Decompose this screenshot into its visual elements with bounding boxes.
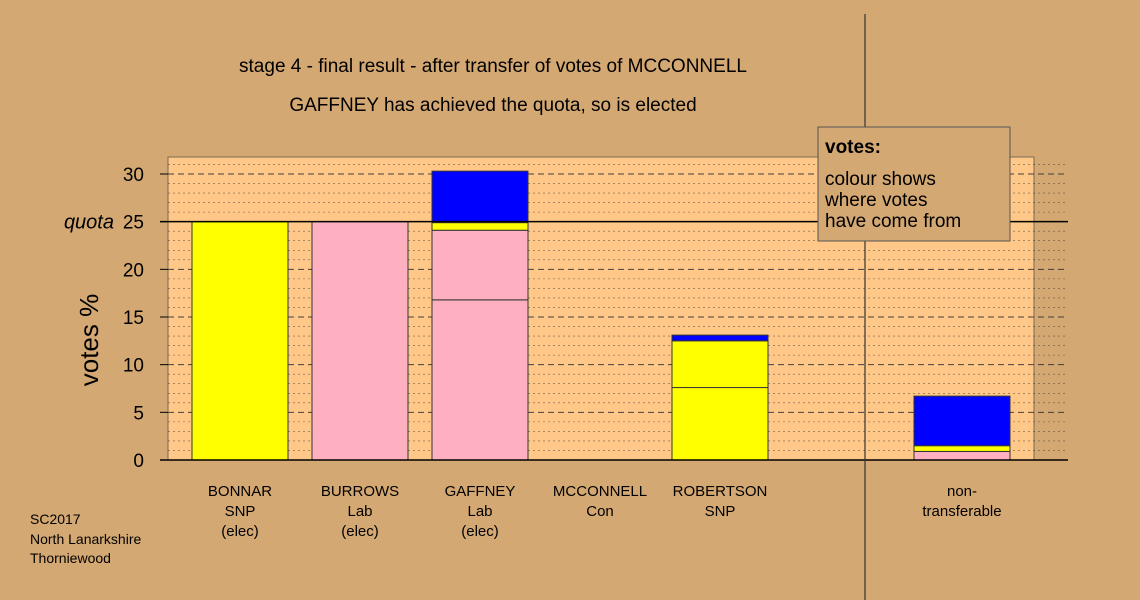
y-axis: 0 5 10 15 20 25 30 xyxy=(123,165,1068,472)
bar-segment-2-3 xyxy=(431,170,529,224)
category-label-0-2: (elec) xyxy=(221,523,259,540)
y-tick-label: 15 xyxy=(123,308,144,329)
category-label-4-0: ROBERTSON xyxy=(673,483,768,500)
bar-segment-4-1 xyxy=(671,340,769,389)
legend-line-2: where votes xyxy=(824,190,927,211)
category-label-2-0: GAFFNEY xyxy=(445,483,516,500)
y-tick-label: 25 xyxy=(123,213,144,234)
category-label-3-1: Con xyxy=(586,503,614,520)
category-label-5-1: transferable xyxy=(922,503,1001,520)
category-label-3-0: MCCONNELL xyxy=(553,483,647,500)
bar-segment-1-0 xyxy=(311,221,409,461)
bars xyxy=(191,170,1011,461)
footer: SC2017 North Lanarkshire Thorniewood xyxy=(30,511,141,566)
legend-line-3: have come from xyxy=(825,211,961,232)
category-label-4-1: SNP xyxy=(705,503,736,520)
category-label-2-2: (elec) xyxy=(461,523,499,540)
bar-segment-4-2 xyxy=(671,334,769,342)
bar-segment-5-1 xyxy=(913,445,1011,452)
category-label-0-0: BONNAR xyxy=(208,483,272,500)
legend-line-1: colour shows xyxy=(825,169,936,190)
category-label-2-1: Lab xyxy=(467,503,492,520)
legend: votes: colour shows where votes have com… xyxy=(817,126,1011,242)
bar-segment-2-1 xyxy=(431,229,529,301)
bar-segment-2-0 xyxy=(431,299,529,461)
category-label-0-1: SNP xyxy=(225,503,256,520)
chart-title-line-2: GAFFNEY has achieved the quota, so is el… xyxy=(289,95,696,116)
chart-title-line-1: stage 4 - final result - after transfer … xyxy=(239,56,747,77)
legend-title: votes: xyxy=(825,137,881,158)
category-labels: BONNAR SNP (elec) BURROWS Lab (elec) GAFFNEY La… xyxy=(208,483,1002,540)
legend-box xyxy=(817,126,1011,242)
y-tick-label: 20 xyxy=(123,260,144,281)
bar-segment-0-0 xyxy=(191,221,289,461)
y-axis-label: votes % xyxy=(74,294,104,387)
category-label-1-2: (elec) xyxy=(341,523,379,540)
y-tick-label: 0 xyxy=(133,451,144,472)
y-tick-label: 5 xyxy=(133,403,144,424)
bar-segment-5-2 xyxy=(913,395,1011,447)
category-label-1-0: BURROWS xyxy=(321,483,399,500)
footer-line-1: SC2017 xyxy=(30,511,81,527)
bar-segment-5-0 xyxy=(913,450,1011,461)
bar-segment-4-0 xyxy=(671,387,769,461)
footer-line-2: North Lanarkshire xyxy=(30,531,141,547)
footer-line-3: Thorniewood xyxy=(30,550,111,566)
quota-label: quota xyxy=(64,212,114,234)
category-label-1-1: Lab xyxy=(347,503,372,520)
bar-segment-2-2 xyxy=(431,222,529,231)
y-tick-label: 30 xyxy=(123,165,144,186)
category-label-5-0: non- xyxy=(947,483,977,500)
y-tick-label: 10 xyxy=(123,356,144,377)
